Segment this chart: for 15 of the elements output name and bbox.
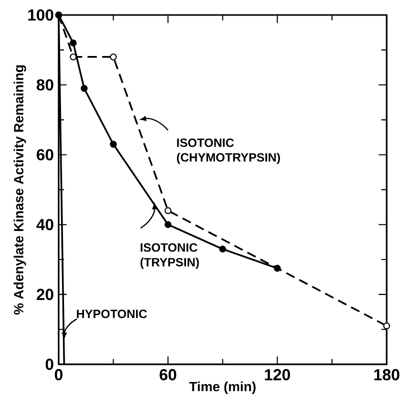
y-tick-label: 20 (36, 288, 54, 300)
series-label: ISOTONIC (TRYPSIN) (140, 243, 199, 269)
text: ISOTONIC (CHYMOTRYPSIN) (176, 138, 280, 164)
x-axis-title: Time (min) (189, 382, 256, 394)
x-tick-label: 180 (374, 369, 400, 380)
y-axis-title: % Adenylate Kinase Activity Remaining (14, 65, 26, 315)
x-tick-label: 60 (160, 369, 176, 380)
x-tick-label: 0 (54, 369, 62, 380)
y-tick-label: 0 (46, 358, 54, 370)
y-tick-label: 40 (36, 218, 54, 230)
y-tick-label: 80 (36, 79, 54, 91)
series-label: HYPOTONIC (76, 310, 147, 318)
y-tick-label: 100 (28, 9, 54, 21)
x-tick-label: 120 (264, 369, 290, 380)
y-tick-label: 60 (36, 149, 54, 160)
